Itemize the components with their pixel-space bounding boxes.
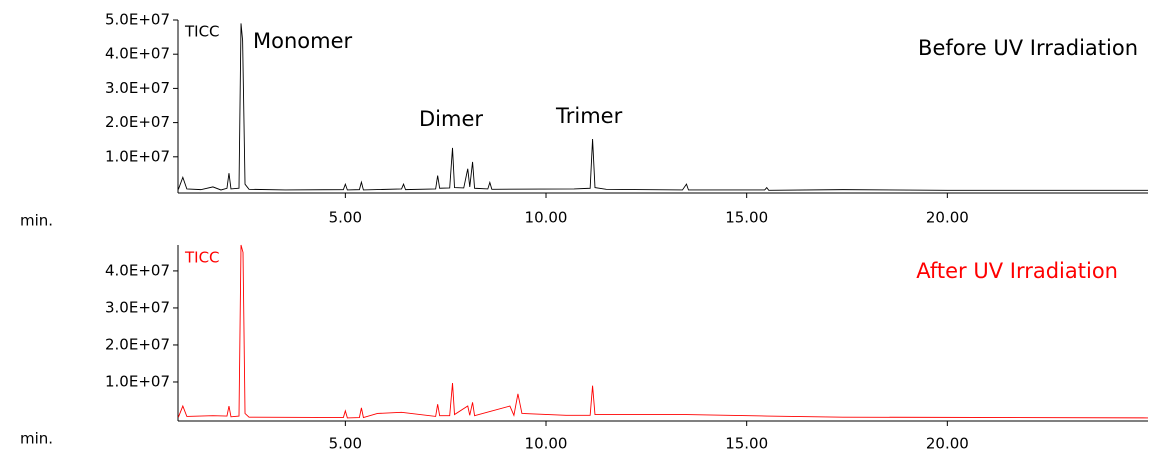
x-tick-label: 20.00	[926, 209, 969, 227]
y-tick-label: 1.0E+07	[105, 372, 170, 390]
x-tick-label: 15.00	[725, 435, 768, 453]
annotation: TICC	[184, 249, 220, 267]
y-tick-label: 3.0E+07	[105, 298, 170, 316]
x-tick-label: 5.00	[329, 209, 362, 227]
x-tick-label: 10.00	[525, 209, 568, 227]
y-tick-label: 5.0E+07	[105, 11, 170, 29]
y-tick-label: 2.0E+07	[105, 335, 170, 353]
y-tick-label: 4.0E+07	[105, 45, 170, 63]
x-tick-label: 10.00	[525, 435, 568, 453]
x-axis-label: min.	[20, 430, 53, 448]
annotation: Monomer	[253, 29, 353, 53]
annotation: TICC	[184, 23, 220, 41]
x-tick-label: 15.00	[725, 209, 768, 227]
y-tick-label: 2.0E+07	[105, 113, 170, 131]
x-tick-label: 5.00	[329, 435, 362, 453]
y-tick-label: 1.0E+07	[105, 147, 170, 165]
trace	[177, 23, 1148, 191]
x-axis-label: min.	[20, 212, 53, 230]
trace	[177, 244, 1149, 419]
annotation: Dimer	[419, 107, 483, 131]
y-tick-label: 4.0E+07	[105, 261, 170, 279]
y-tick-label: 3.0E+07	[105, 79, 170, 97]
annotation: Trimer	[555, 104, 623, 128]
x-tick-label: 20.00	[926, 435, 969, 453]
chart-title: Before UV Irradiation	[918, 36, 1138, 60]
chart-title: After UV Irradiation	[916, 259, 1118, 283]
